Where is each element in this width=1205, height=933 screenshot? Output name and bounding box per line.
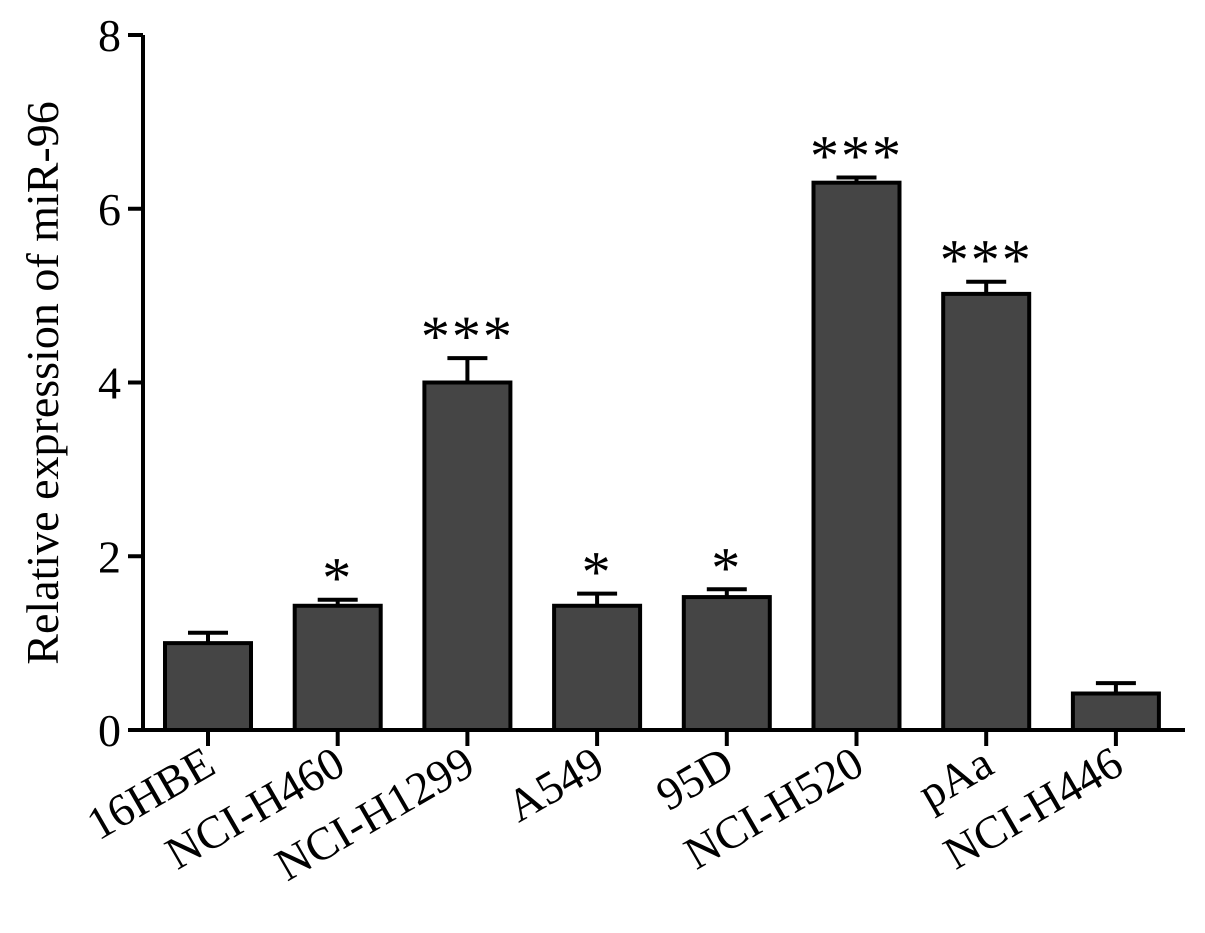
significance-marker: *** [421,304,514,369]
bar [941,291,1032,732]
bar [811,180,902,732]
bar [163,641,253,732]
y-tick-label: 6 [98,184,121,235]
significance-marker: *** [810,123,903,188]
significance-marker: * [322,546,353,611]
bar [1070,691,1161,733]
y-tick-label: 0 [98,705,121,756]
significance-marker: * [711,535,742,600]
significance-marker: * [582,540,613,605]
y-tick-label: 2 [98,531,121,582]
y-tick-label: 4 [98,358,121,409]
bar [681,595,772,732]
bar [292,603,383,732]
y-axis-label: Relative expression of miR-96 [17,101,68,664]
bar [552,603,643,732]
bar [422,380,513,732]
y-tick-label: 8 [98,10,121,61]
plot-area: 0246816HBENCI-H460*NCI-H1299***A549*95D*… [78,10,1185,891]
x-tick-label: A549 [498,736,612,831]
significance-marker: *** [940,228,1033,293]
